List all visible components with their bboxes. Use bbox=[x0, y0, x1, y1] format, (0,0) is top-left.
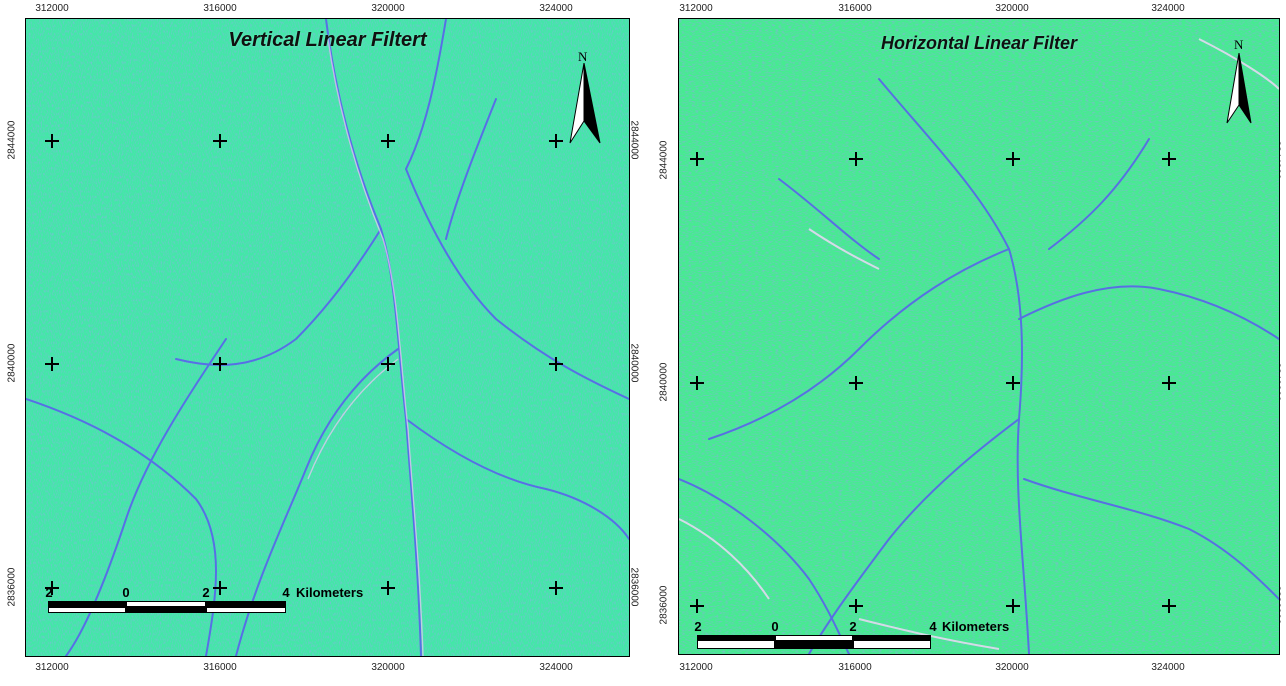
map-frame: Horizontal Linear Filter N 2 0 2 4 Kilom… bbox=[678, 18, 1280, 655]
y-tick-right: 2844000 bbox=[628, 120, 640, 160]
grid-crosshair bbox=[45, 581, 59, 595]
north-label: N bbox=[578, 49, 588, 64]
scale-label: 2 bbox=[45, 585, 53, 600]
grid-crosshair bbox=[1162, 152, 1176, 166]
scale-segment bbox=[697, 635, 775, 641]
x-tick-bottom: 316000 bbox=[838, 662, 872, 673]
x-tick-top: 320000 bbox=[371, 3, 405, 14]
grid-crosshair bbox=[1162, 376, 1176, 390]
grid-crosshair bbox=[549, 357, 563, 371]
y-tick-left: 2844000 bbox=[6, 120, 18, 160]
grid-crosshair bbox=[1006, 152, 1020, 166]
scale-label: 4 bbox=[282, 585, 290, 600]
grid-crosshair bbox=[549, 581, 563, 595]
map-frame: Vertical Linear Filtert N 2 0 2 4 Kilome… bbox=[25, 18, 630, 657]
x-tick-bottom: 312000 bbox=[35, 662, 69, 673]
grid-crosshair bbox=[1006, 376, 1020, 390]
x-tick-bottom: 324000 bbox=[539, 662, 573, 673]
y-tick-left: 2840000 bbox=[658, 362, 670, 402]
grid-crosshair bbox=[1006, 599, 1020, 613]
scale-segment bbox=[853, 635, 931, 641]
scale-bar: 2 0 2 4 Kilometers bbox=[694, 619, 1055, 649]
x-tick-bottom: 312000 bbox=[679, 662, 713, 673]
scale-label: 2 bbox=[849, 619, 857, 634]
y-tick-left: 2836000 bbox=[658, 585, 670, 625]
scale-label: 0 bbox=[122, 585, 130, 600]
north-arrow-icon: N bbox=[566, 49, 602, 144]
grid-crosshair bbox=[1162, 599, 1176, 613]
x-tick-top: 316000 bbox=[203, 3, 237, 14]
north-label: N bbox=[1234, 37, 1244, 52]
y-tick-right: 2840000 bbox=[628, 343, 640, 383]
grid-crosshair bbox=[690, 152, 704, 166]
grid-crosshair bbox=[213, 357, 227, 371]
x-tick-bottom: 320000 bbox=[371, 662, 405, 673]
x-tick-top: 316000 bbox=[838, 3, 872, 14]
grid-crosshair bbox=[213, 581, 227, 595]
terrain-raster bbox=[679, 19, 1279, 654]
grid-crosshair bbox=[549, 134, 563, 148]
grid-crosshair bbox=[381, 134, 395, 148]
grid-crosshair bbox=[849, 376, 863, 390]
north-arrow-icon: N bbox=[1224, 37, 1254, 127]
scale-label: 2 bbox=[694, 619, 702, 634]
map-title: Horizontal Linear Filter bbox=[880, 33, 1078, 53]
y-tick-left: 2836000 bbox=[6, 567, 18, 607]
scale-units: Kilometers bbox=[296, 585, 364, 600]
scale-bar: 2 0 2 4 Kilometers bbox=[45, 585, 406, 615]
scale-segment bbox=[126, 601, 206, 607]
grid-crosshair bbox=[690, 599, 704, 613]
x-tick-top: 320000 bbox=[995, 3, 1029, 14]
x-tick-bottom: 320000 bbox=[995, 662, 1029, 673]
y-tick-left: 2844000 bbox=[658, 140, 670, 180]
scale-segment bbox=[206, 607, 286, 613]
x-tick-bottom: 324000 bbox=[1151, 662, 1185, 673]
scale-label: 0 bbox=[771, 619, 779, 634]
x-tick-bottom: 316000 bbox=[203, 662, 237, 673]
grid-crosshair bbox=[381, 581, 395, 595]
y-tick-left: 2840000 bbox=[6, 343, 18, 383]
grid-crosshair bbox=[849, 152, 863, 166]
map-panel-horizontal-filter: 312000 316000 320000 324000 312000 31600… bbox=[648, 0, 1286, 686]
map-panel-vertical-filter: 312000 316000 320000 324000 312000 31600… bbox=[0, 0, 640, 686]
terrain-raster bbox=[26, 19, 629, 656]
y-tick-right: 2836000 bbox=[628, 567, 640, 607]
x-tick-top: 324000 bbox=[1151, 3, 1185, 14]
x-tick-top: 312000 bbox=[679, 3, 713, 14]
scale-label: 2 bbox=[202, 585, 210, 600]
x-tick-top: 324000 bbox=[539, 3, 573, 14]
scale-segment bbox=[48, 607, 126, 613]
grid-crosshair bbox=[213, 134, 227, 148]
grid-crosshair bbox=[690, 376, 704, 390]
map-title: Vertical Linear Filtert bbox=[228, 29, 427, 51]
grid-crosshair bbox=[849, 599, 863, 613]
x-tick-top: 312000 bbox=[35, 3, 69, 14]
scale-units: Kilometers bbox=[942, 619, 1010, 634]
scale-label: 4 bbox=[929, 619, 937, 634]
scale-segment bbox=[775, 635, 853, 641]
grid-crosshair bbox=[45, 134, 59, 148]
grid-crosshair bbox=[381, 357, 395, 371]
grid-crosshair bbox=[45, 357, 59, 371]
